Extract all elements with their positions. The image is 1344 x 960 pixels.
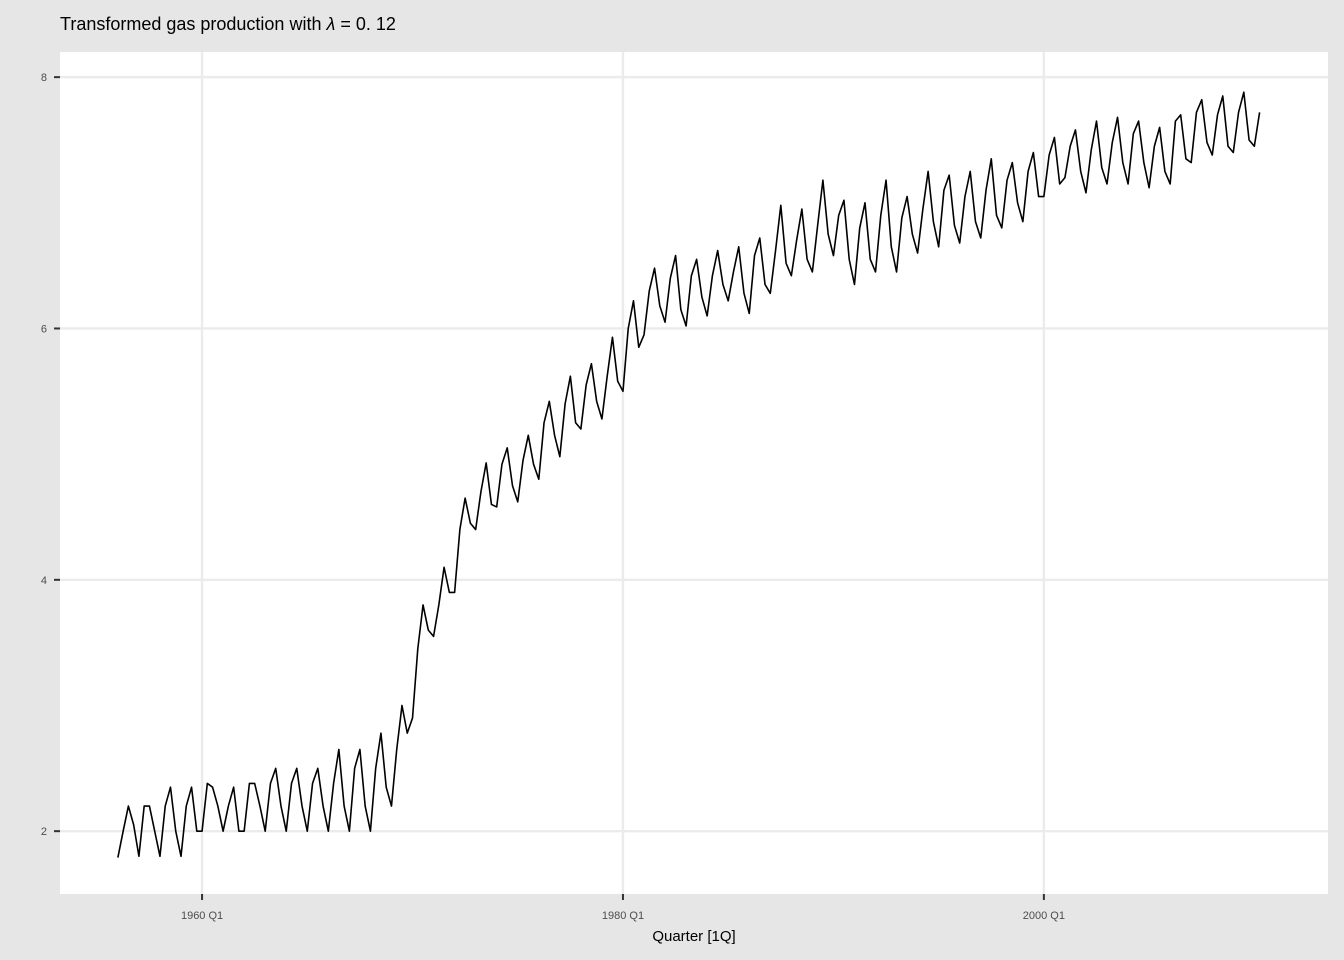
x-tick-label-2: 2000 Q1 [1023,910,1065,922]
series-layer [117,91,1261,858]
y-tick-label-3: 8 [41,72,47,84]
y-tick-label-2: 6 [41,323,47,335]
axis-ticks: 2 4 6 8 1960 Q1 1980 Q1 2000 Q1 [41,72,1065,922]
x-tick-label-1: 1980 Q1 [602,910,644,922]
series-line-0 [117,91,1261,858]
chart-title: Transformed gas production with λ = 0. 1… [60,14,396,34]
grid-lines [60,52,1328,894]
x-axis-label: Quarter [1Q] [652,928,735,945]
lambda-symbol: λ [325,14,335,34]
y-tick-label-1: 4 [41,575,47,587]
plot-panel [60,52,1328,894]
x-tick-label-0: 1960 Q1 [181,910,223,922]
y-tick-label-0: 2 [41,826,47,838]
